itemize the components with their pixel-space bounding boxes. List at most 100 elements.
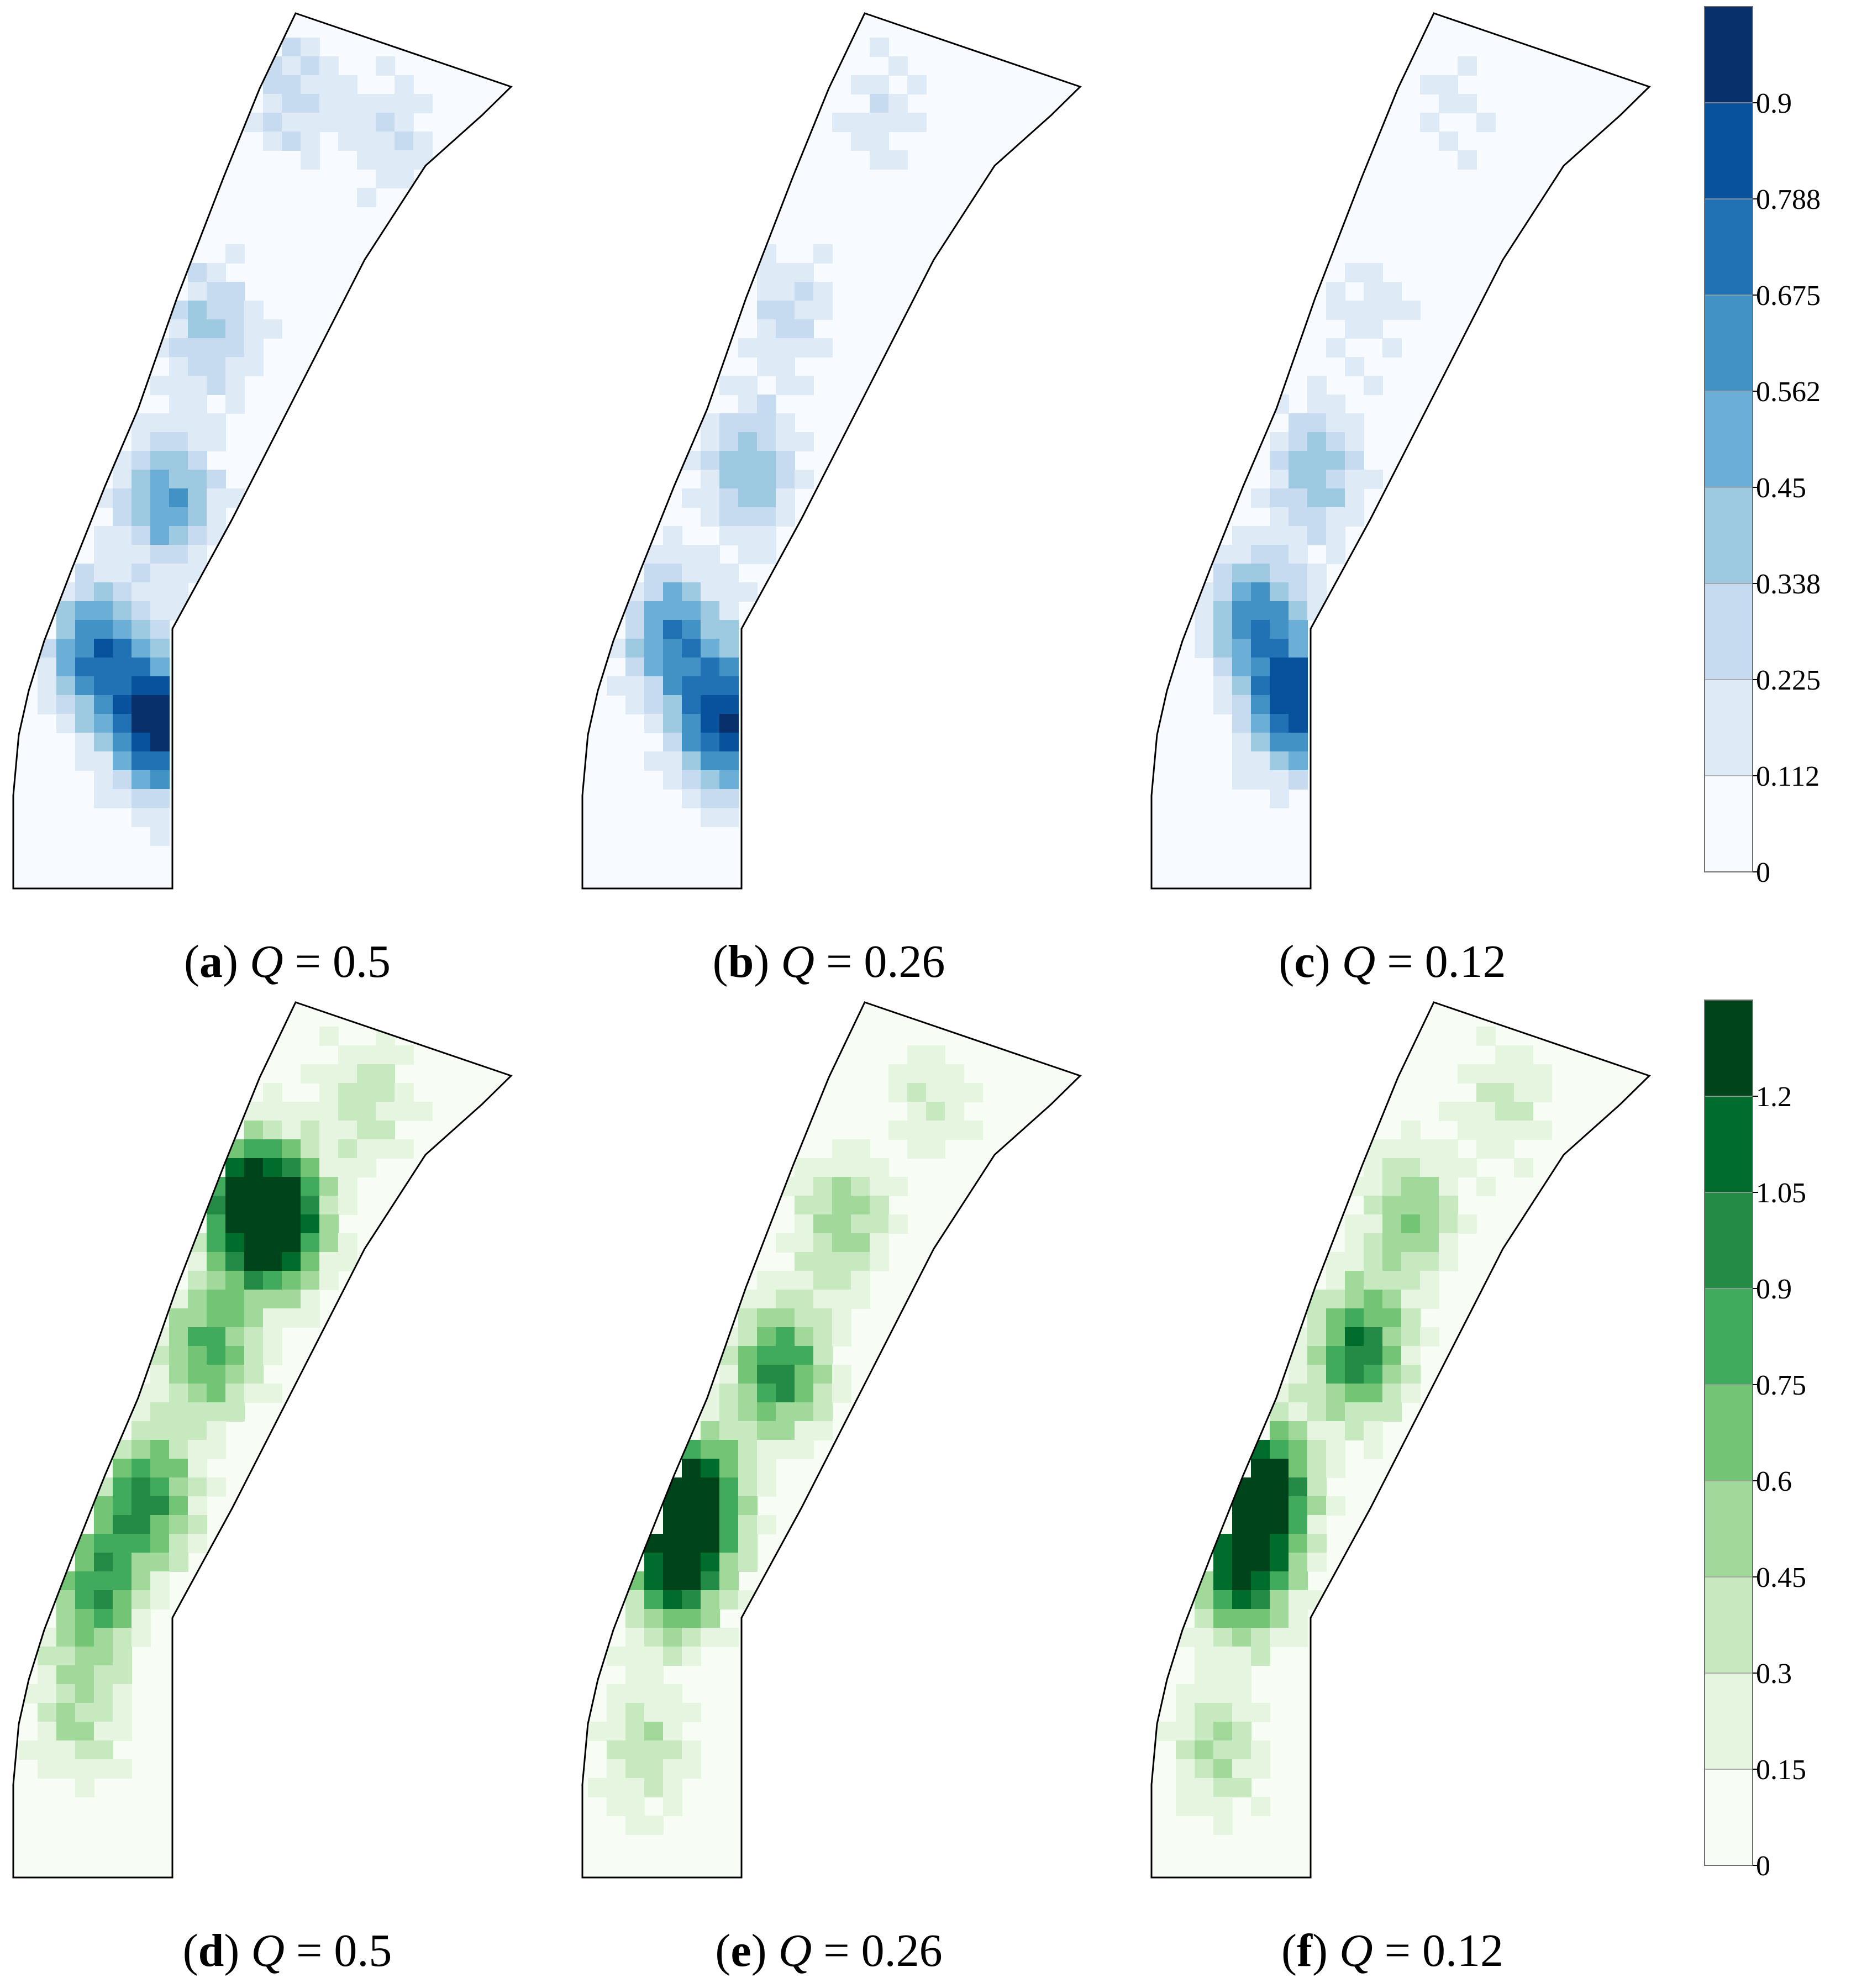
field-cell (1495, 1139, 1515, 1159)
field-cell (1270, 1571, 1289, 1591)
field-cell (795, 1233, 814, 1253)
field-cell (644, 1740, 664, 1760)
colorbar-segment (1704, 1096, 1753, 1193)
field-cell (832, 1196, 851, 1215)
field-cell (813, 1308, 833, 1328)
field-cell (1458, 150, 1477, 170)
field-cell (1382, 1365, 1402, 1384)
field-cell (682, 1647, 701, 1666)
field-cell (1307, 1534, 1327, 1553)
field-cell (244, 1121, 264, 1140)
field-cell (1270, 451, 1289, 470)
field-cell (757, 470, 776, 489)
field-cell (1251, 564, 1270, 583)
field-cell (132, 714, 151, 733)
field-cell (113, 1553, 132, 1572)
field-cell (1213, 1722, 1233, 1741)
field-cell (1345, 507, 1364, 527)
field-cell (188, 1290, 207, 1309)
field-cell (1270, 470, 1289, 489)
field-cell (56, 676, 76, 696)
field-cell (225, 488, 245, 508)
field-cell (1420, 1271, 1439, 1290)
field-cell (1157, 1722, 1176, 1741)
field-cell (150, 470, 170, 489)
field-cell (338, 1083, 357, 1102)
field-cell (225, 282, 245, 301)
field-cell (813, 1252, 833, 1271)
field-cell (644, 658, 664, 677)
field-cell (607, 1647, 626, 1666)
field-cell (395, 132, 414, 151)
field-cell (738, 1459, 758, 1478)
field-cell (1232, 770, 1251, 790)
field-cell (870, 1252, 889, 1271)
field-cell (188, 1271, 207, 1290)
field-cell (1439, 94, 1458, 113)
field-cell (1213, 1816, 1233, 1835)
field-cell (644, 564, 664, 583)
field-cell (169, 1515, 188, 1534)
field-cell (376, 132, 395, 151)
field-cell (1364, 1440, 1383, 1459)
field-cell (701, 1515, 720, 1534)
field-cell (832, 1327, 851, 1347)
field-cell (263, 1252, 282, 1271)
field-cell (757, 507, 776, 527)
colorbar-tick-label: 1.2 (1756, 1081, 1792, 1113)
field-cell (1420, 1196, 1439, 1215)
field-cell (1307, 1553, 1327, 1572)
field-cell (738, 1384, 758, 1403)
field-cell (169, 545, 188, 564)
field-cell (776, 432, 795, 451)
field-cell (701, 1628, 720, 1647)
field-cell (150, 827, 170, 846)
field-cell (795, 1384, 814, 1403)
field-cell (625, 620, 645, 639)
colorbar-tick-label: 0.15 (1756, 1754, 1806, 1786)
field-cell (263, 75, 282, 94)
field-cell (625, 1722, 645, 1741)
colorbar-segment (1704, 1673, 1753, 1770)
field-cell (851, 1196, 870, 1215)
field-cell (663, 733, 682, 752)
field-cell (851, 1252, 870, 1271)
field-cell (663, 1722, 682, 1741)
field-cell (357, 132, 376, 151)
field-cell (94, 676, 113, 696)
field-cell (169, 1553, 188, 1572)
field-cell (1439, 1252, 1458, 1271)
field-cell (301, 1308, 320, 1328)
field-cell (625, 676, 645, 696)
field-cell (1289, 639, 1308, 658)
field-cell (395, 1102, 414, 1121)
field-cell (207, 1421, 226, 1440)
field-cell (169, 432, 188, 451)
field-cell (75, 1665, 94, 1685)
field-cell (644, 1590, 664, 1610)
field-cell (851, 132, 870, 151)
field-cell (56, 639, 76, 658)
field-cell (1232, 1496, 1251, 1516)
field-cell (225, 1384, 245, 1403)
field-cell (1195, 1647, 1214, 1666)
field-cell (682, 1609, 701, 1628)
field-cell (132, 564, 151, 583)
field-cell (169, 1477, 188, 1497)
field-cell (150, 676, 170, 696)
field-cell (244, 1271, 264, 1290)
field-cell (132, 639, 151, 658)
field-cell (338, 1233, 357, 1253)
field-cell (1326, 1346, 1345, 1365)
field-cell (319, 113, 339, 132)
field-cell (395, 169, 414, 188)
field-cell (757, 1421, 776, 1440)
field-cell (113, 1684, 132, 1703)
field-cell (56, 1609, 76, 1628)
field-cell (75, 1759, 94, 1779)
field-cell (113, 1759, 132, 1779)
field-cell (301, 150, 320, 170)
field-cell (795, 1290, 814, 1309)
field-cell (169, 1327, 188, 1347)
field-cell (188, 470, 207, 489)
